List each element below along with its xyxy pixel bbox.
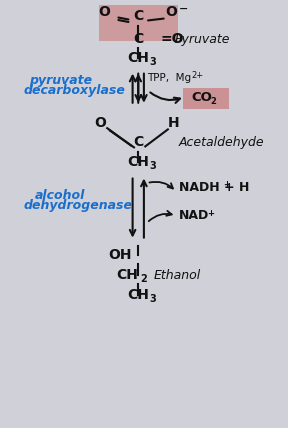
Text: Acetaldehyde: Acetaldehyde bbox=[179, 136, 265, 149]
Text: NAD: NAD bbox=[179, 209, 209, 222]
Text: 3: 3 bbox=[149, 57, 156, 67]
Text: Ethanol: Ethanol bbox=[154, 269, 201, 282]
Text: =O: =O bbox=[161, 32, 184, 46]
Text: +: + bbox=[223, 180, 230, 189]
Text: CH: CH bbox=[127, 288, 149, 302]
Text: 3: 3 bbox=[149, 294, 156, 304]
Text: 2: 2 bbox=[141, 274, 147, 284]
Text: CH: CH bbox=[127, 51, 149, 65]
Text: +: + bbox=[207, 209, 214, 218]
Text: NADH + H: NADH + H bbox=[179, 181, 249, 193]
Text: 2: 2 bbox=[210, 97, 216, 106]
Text: 3: 3 bbox=[149, 160, 156, 171]
Text: O: O bbox=[165, 5, 177, 19]
Text: C: C bbox=[133, 9, 143, 23]
FancyBboxPatch shape bbox=[183, 88, 229, 110]
Text: H: H bbox=[168, 116, 179, 130]
Text: OH: OH bbox=[108, 248, 132, 262]
Text: −: − bbox=[179, 3, 188, 14]
Text: CO: CO bbox=[192, 91, 213, 104]
Text: 2+: 2+ bbox=[191, 71, 203, 80]
Text: CH: CH bbox=[116, 268, 138, 282]
Text: C: C bbox=[133, 32, 143, 46]
Text: alcohol: alcohol bbox=[35, 189, 86, 202]
FancyBboxPatch shape bbox=[99, 5, 178, 41]
Text: decarboxylase: decarboxylase bbox=[24, 84, 126, 98]
Text: CH: CH bbox=[127, 155, 149, 169]
Text: O: O bbox=[94, 116, 106, 130]
Text: C: C bbox=[133, 135, 143, 149]
Text: O: O bbox=[98, 5, 110, 19]
Text: dehydrogenase: dehydrogenase bbox=[24, 199, 133, 212]
Text: TPP,  Mg: TPP, Mg bbox=[147, 73, 191, 83]
Text: pyruvate: pyruvate bbox=[30, 74, 93, 87]
Text: Pyruvate: Pyruvate bbox=[175, 33, 230, 46]
